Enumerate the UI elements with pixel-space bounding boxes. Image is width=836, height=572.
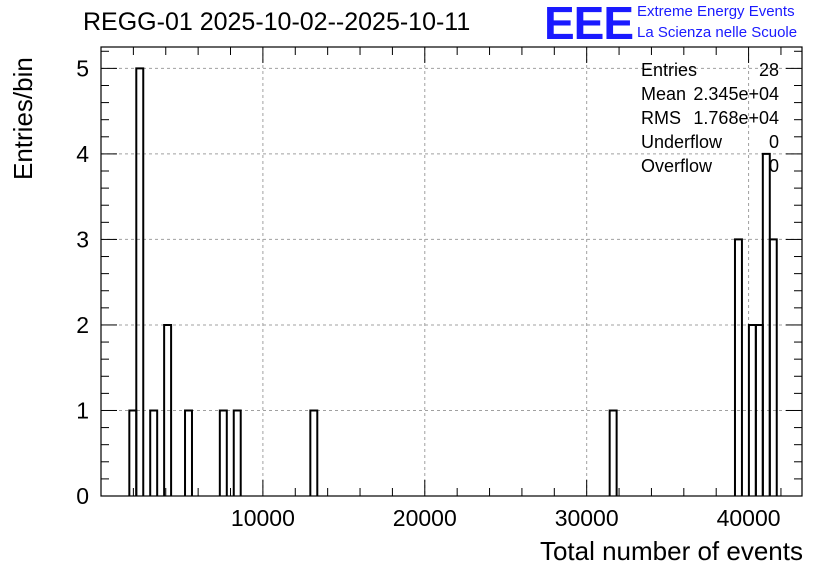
y-tick-label: 5 bbox=[76, 55, 89, 81]
chart-title: REGG-01 2025-10-02--2025-10-11 bbox=[83, 8, 471, 36]
y-tick-label: 3 bbox=[76, 226, 89, 252]
x-tick-label: 40000 bbox=[717, 505, 781, 531]
stats-row-overflow: Overflow 0 bbox=[641, 154, 779, 178]
stats-row-entries: Entries 28 bbox=[641, 58, 779, 82]
histogram-bar bbox=[608, 409, 618, 496]
stats-label: Entries bbox=[641, 60, 698, 80]
stats-label: Underflow bbox=[641, 132, 723, 152]
histogram-bar bbox=[184, 409, 193, 496]
stats-value: 0 bbox=[768, 132, 779, 152]
histogram-bars bbox=[128, 67, 778, 496]
x-tick-label: 20000 bbox=[393, 505, 457, 531]
stats-value: 0 bbox=[768, 156, 779, 176]
histogram-bar bbox=[309, 409, 319, 496]
histogram-bar bbox=[733, 238, 743, 496]
stats-value: 2.345e+04 bbox=[693, 84, 779, 104]
y-tick-label: 4 bbox=[76, 141, 89, 167]
grid-lines bbox=[101, 47, 802, 496]
y-tick-label: 2 bbox=[76, 312, 89, 338]
stats-row-mean: Mean 2.345e+04 bbox=[641, 82, 779, 106]
histogram-bar bbox=[163, 323, 173, 496]
x-axis-label: Total number of events bbox=[539, 536, 803, 566]
logo-line-1: Extreme Energy Events bbox=[637, 3, 795, 20]
stats-row-rms: RMS 1.768e+04 bbox=[641, 106, 779, 130]
stats-label: Overflow bbox=[641, 156, 713, 176]
stats-row-underflow: Underflow 0 bbox=[641, 130, 779, 154]
stats-box: Entries 28 Mean 2.345e+04 RMS 1.768e+04 … bbox=[641, 58, 779, 178]
histogram-bar bbox=[135, 67, 145, 496]
y-axis-label: Entries/bin bbox=[8, 57, 38, 180]
histogram-bar bbox=[128, 409, 138, 496]
plot-frame bbox=[100, 46, 803, 497]
histogram-bar bbox=[232, 409, 242, 496]
histogram-bar bbox=[218, 409, 228, 496]
stats-value: 28 bbox=[758, 60, 779, 80]
stats-label: RMS bbox=[641, 108, 681, 128]
histogram-bar bbox=[768, 238, 778, 496]
y-tick-label: 0 bbox=[76, 483, 89, 509]
logo-text: EEE bbox=[544, 0, 634, 49]
stats-label: Mean bbox=[641, 84, 687, 104]
x-tick-label: 10000 bbox=[231, 505, 295, 531]
axes: 10000 20000 30000 40000 0 1 2 3 4 5 bbox=[76, 46, 803, 531]
stats-value: 1.768e+04 bbox=[693, 108, 779, 128]
histogram-bar bbox=[149, 409, 159, 496]
x-tick-label: 30000 bbox=[555, 505, 619, 531]
logo-line-2: La Scienza nelle Scuole bbox=[637, 24, 798, 41]
y-tick-label: 1 bbox=[76, 397, 89, 423]
